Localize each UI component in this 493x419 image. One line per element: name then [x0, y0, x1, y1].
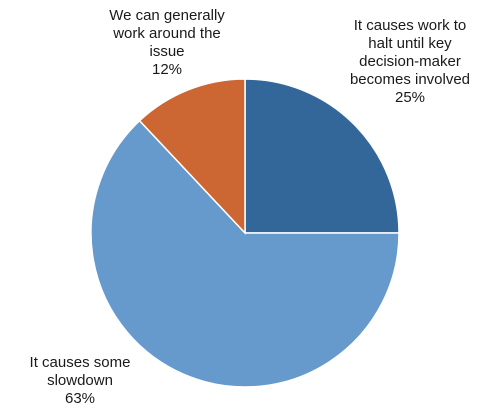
pie-slice-label-line: becomes involved — [350, 71, 470, 88]
pie-slice-label-line: decision-maker — [359, 53, 461, 70]
pie-slice-label-1: It causes some slowdown 63% — [30, 354, 131, 407]
pie-slice-value-label: 25% — [395, 89, 425, 106]
pie-slice-value-label: 12% — [152, 61, 182, 78]
pie-slice-label-line: halt until key — [368, 35, 452, 52]
pie-slice-label-line: It causes work to — [354, 17, 467, 34]
pie-slice-1 — [90, 119, 400, 388]
pie-slice-label-line: work around the — [112, 25, 221, 42]
pie-slice-label-line: It causes some — [30, 354, 131, 371]
pie-slice-label-line: issue — [149, 43, 184, 60]
pie-slice-0 — [244, 78, 400, 234]
pie-slices — [90, 78, 400, 388]
pie-slice-label-line: slowdown — [47, 372, 113, 389]
pie-slice-value-label: 63% — [65, 390, 95, 407]
pie-slice-label-line: We can generally — [109, 7, 225, 24]
pie-slice-2 — [138, 78, 246, 235]
pie-slice-label-2: We can generally work around the issue 12% — [109, 7, 225, 78]
pie-labels: It causes work to halt until key decision-… — [30, 7, 470, 407]
pie-slice-label-0: It causes work to halt until key decision-… — [350, 17, 470, 106]
